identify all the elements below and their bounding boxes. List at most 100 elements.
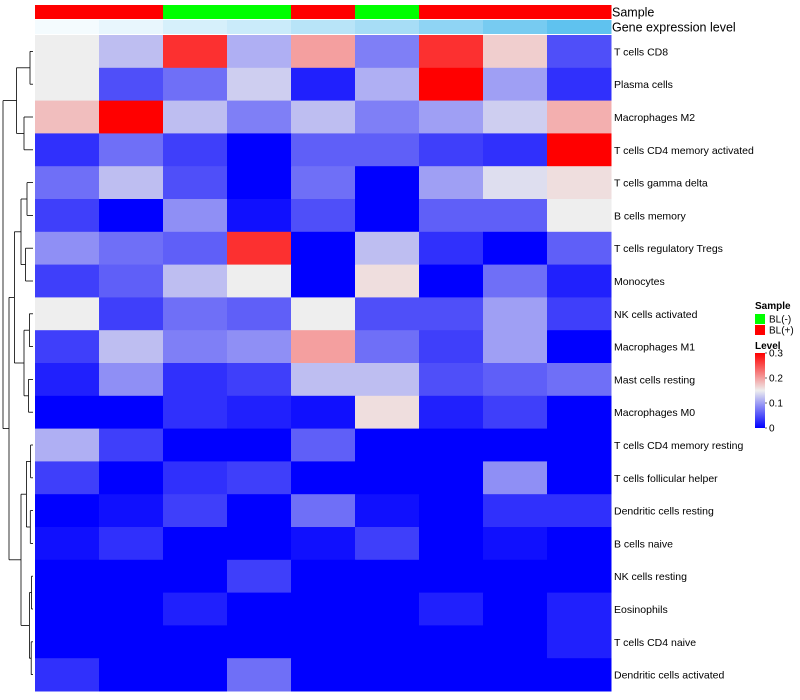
expression-track-label: Gene expression level <box>612 21 736 35</box>
sample-legend-swatch <box>755 314 765 324</box>
heatmap-cell <box>483 527 548 561</box>
heatmap-cell <box>419 264 484 298</box>
heatmap-cell <box>355 264 420 298</box>
heatmap-cell <box>99 166 164 200</box>
heatmap-cell <box>547 428 612 462</box>
heatmap-cell <box>547 330 612 364</box>
heatmap-cell <box>99 625 164 659</box>
heatmap-cell <box>35 330 100 364</box>
heatmap-cell <box>227 625 292 659</box>
row-labels: T cells CD8 Plasma cells Macrophages M2 T c… <box>614 46 754 681</box>
heatmap-cell <box>99 35 164 69</box>
row-label: Macrophages M0 <box>614 407 695 419</box>
heatmap-cell <box>163 395 228 430</box>
heatmap-cell <box>547 625 612 659</box>
heatmap-cell <box>355 231 420 266</box>
heatmap-cell <box>35 166 100 200</box>
heatmap-cell <box>291 559 356 594</box>
heatmap-cell <box>419 199 484 233</box>
heatmap-cell <box>99 264 164 298</box>
heatmap-cell <box>227 527 292 561</box>
heatmap-cell <box>99 100 164 134</box>
heatmap-cell <box>35 231 100 266</box>
row-label: Eosinophils <box>614 604 668 616</box>
heatmap-cell <box>291 199 356 233</box>
heatmap-cell <box>355 592 420 626</box>
heatmap-cell <box>355 166 420 200</box>
heatmap-cell <box>419 625 484 659</box>
heatmap-cell <box>227 428 292 462</box>
heatmap-cell <box>163 461 228 495</box>
heatmap-cell <box>35 35 100 69</box>
heatmap-cell <box>355 527 420 561</box>
heatmap-cell <box>483 395 548 430</box>
heatmap-cell <box>419 231 484 266</box>
heatmap-cell <box>419 527 484 561</box>
sample-annotation-cell <box>355 5 420 19</box>
heatmap-cell <box>227 100 292 134</box>
heatmap-cell <box>35 527 100 561</box>
heatmap-cell <box>355 559 420 594</box>
heatmap-cell <box>355 494 420 528</box>
level-colorbar <box>755 353 765 428</box>
heatmap-cell <box>419 166 484 200</box>
heatmap-cell <box>227 264 292 298</box>
heatmap-cell <box>163 67 228 102</box>
heatmap-cell <box>35 133 100 167</box>
heatmap-cell <box>291 363 356 397</box>
heatmap-cell <box>99 592 164 626</box>
sample-track-label: Sample <box>612 6 654 20</box>
heatmap-cell <box>35 100 100 134</box>
heatmap-cell <box>35 67 100 102</box>
expression-annotation-cell <box>99 20 164 34</box>
row-label: Dendritic cells activated <box>614 670 724 682</box>
heatmap-cell <box>483 461 548 495</box>
heatmap-cell <box>163 264 228 298</box>
heatmap-cell <box>419 330 484 364</box>
heatmap-cell <box>99 494 164 528</box>
heatmap-cell <box>35 559 100 594</box>
heatmap-cell <box>35 592 100 626</box>
level-tick-label: 0.1 <box>769 399 783 410</box>
expression-annotation-cell <box>163 20 228 34</box>
sample-annotation-cell <box>35 5 100 19</box>
heatmap-cell <box>227 592 292 626</box>
heatmap-cell <box>483 231 548 266</box>
heatmap-cell <box>547 363 612 397</box>
sample-legend-label: BL(-) <box>769 315 791 326</box>
heatmap-cell <box>291 428 356 462</box>
heatmap-cell <box>163 494 228 528</box>
row-label: Monocytes <box>614 276 665 288</box>
heatmap-cell <box>35 625 100 659</box>
heatmap-cell <box>547 67 612 102</box>
heatmap-cell <box>291 625 356 659</box>
heatmap-cell <box>483 559 548 594</box>
level-legend-title: Level <box>755 341 781 352</box>
heatmap-cell <box>355 100 420 134</box>
heatmap-cell <box>99 330 164 364</box>
heatmap-cell <box>227 231 292 266</box>
heatmap-cell <box>547 527 612 561</box>
heatmap-cell <box>227 658 292 692</box>
heatmap-cell <box>483 592 548 626</box>
level-tick-label: 0.3 <box>769 349 783 360</box>
row-label: T cells CD4 memory resting <box>614 440 743 452</box>
heatmap-cell <box>227 363 292 397</box>
heatmap-cell <box>547 100 612 134</box>
row-label: T cells regulatory Tregs <box>614 243 723 255</box>
heatmap-cell <box>35 461 100 495</box>
expression-annotation-cell <box>355 20 420 34</box>
heatmap-cell <box>419 494 484 528</box>
heatmap-cell <box>163 592 228 626</box>
heatmap-cell <box>227 494 292 528</box>
heatmap-cell <box>419 658 484 692</box>
row-label: T cells gamma delta <box>614 178 708 190</box>
heatmap-cell <box>355 461 420 495</box>
heatmap-cell <box>547 166 612 200</box>
heatmap-cell <box>227 395 292 430</box>
heatmap-cell <box>227 297 292 331</box>
heatmap-cell <box>163 231 228 266</box>
heatmap-cell <box>291 461 356 495</box>
heatmap-cell <box>35 494 100 528</box>
